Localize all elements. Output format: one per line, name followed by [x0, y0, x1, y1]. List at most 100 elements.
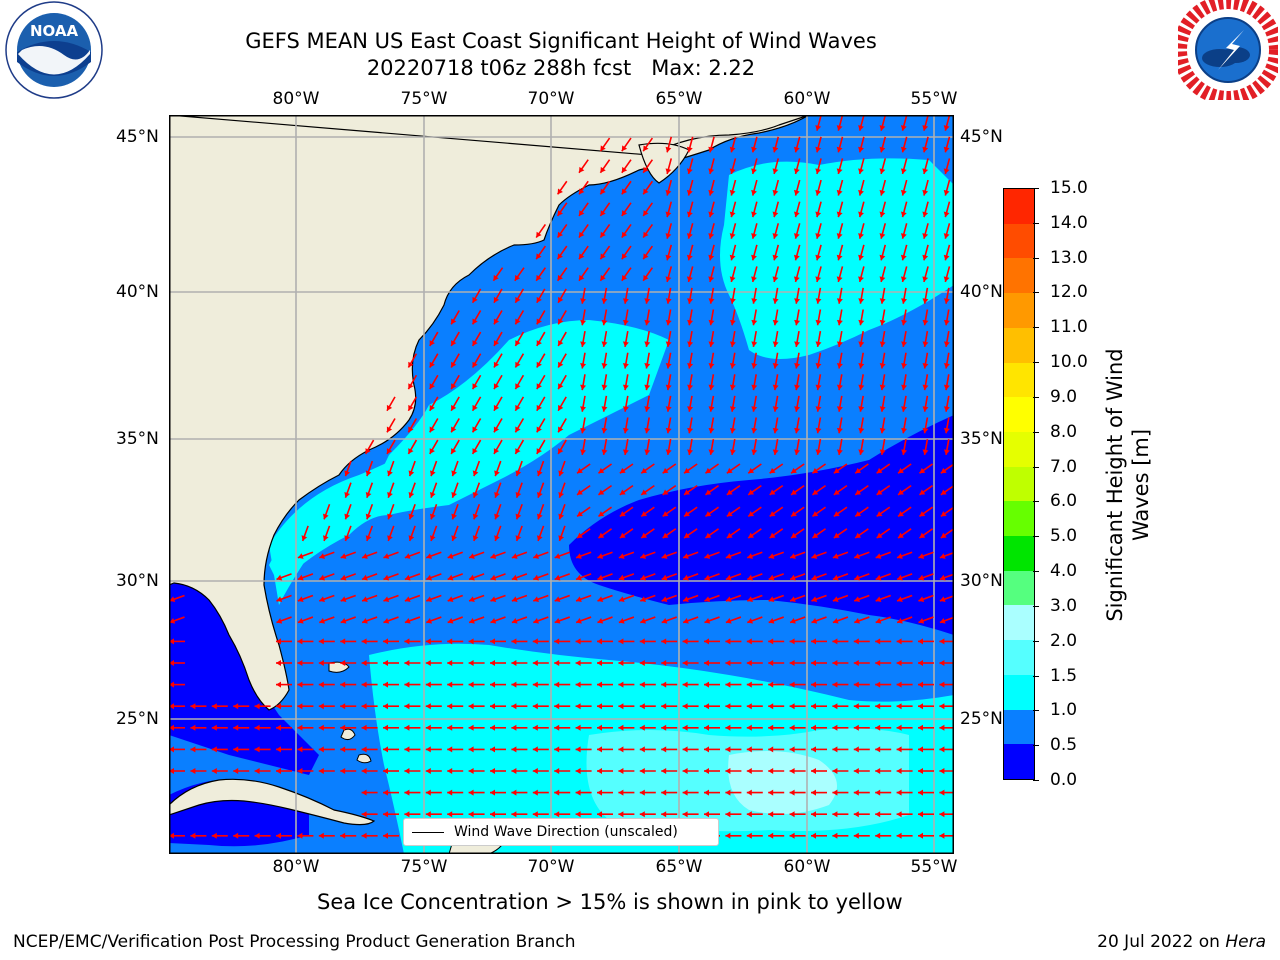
wind-arrow-head: [447, 618, 454, 624]
wind-arrow-head: [536, 426, 542, 433]
wind-arrow-head: [747, 574, 754, 581]
wind-arrow-head: [748, 467, 755, 474]
wind-arrow-head: [533, 596, 540, 603]
wind-arrow-head: [639, 703, 645, 710]
wind-arrow-head: [493, 361, 500, 368]
wind-arrow-head: [469, 574, 475, 581]
wind-arrow-head: [494, 513, 500, 520]
wind-arrow-head: [879, 168, 886, 174]
wind-arrow-head: [726, 489, 733, 495]
wind-arrow-head: [472, 383, 478, 390]
wind-arrow-head: [383, 681, 388, 688]
wind-arrow-head: [425, 724, 431, 731]
wind-arrow-head: [514, 274, 521, 281]
wind-arrow-head: [815, 341, 822, 347]
wind-arrow-head: [344, 491, 350, 498]
wind-arrow-head: [665, 146, 672, 153]
wind-arrow-head: [254, 768, 260, 774]
wind-arrow-head: [297, 596, 304, 603]
wind-arrow-head: [622, 319, 629, 326]
wind-arrow-head: [896, 789, 902, 796]
wind-arrow-head: [211, 768, 217, 774]
wind-arrow-head: [451, 535, 457, 541]
lon-label-top-60w: 60°W: [783, 89, 831, 109]
wind-arrow-head: [708, 363, 715, 369]
wind-arrow-head: [665, 276, 672, 282]
wind-arrow-head: [661, 638, 667, 645]
colorbar-ticks: 15.0 14.0 13.0 12.0 11.0 10.0 9.0 8.0 7.0 6.0 5.0 4…: [1033, 178, 1106, 790]
wind-arrow-head: [682, 703, 688, 710]
wind-arrow-head: [383, 574, 390, 581]
wind-arrow-head: [515, 491, 522, 498]
wind-arrow-head: [621, 188, 628, 195]
wind-arrow-head: [468, 660, 474, 666]
wind-arrow-head: [598, 532, 605, 538]
wind-arrow-head: [515, 383, 521, 390]
wind-arrow-head: [532, 681, 538, 688]
wind-arrow-head: [683, 596, 689, 603]
wind-arrow-head: [643, 274, 649, 281]
wind-arrow-head: [557, 274, 563, 281]
wind-arrow-head: [429, 448, 435, 454]
wind-arrow-head: [536, 513, 543, 520]
wind-arrow-head: [726, 532, 733, 538]
wind-arrow-head: [511, 703, 517, 710]
wind-arrow-head: [875, 660, 881, 666]
wind-arrow-head: [836, 146, 843, 153]
footer-left: NCEP/EMC/Verification Post Processing Pr…: [13, 932, 576, 952]
lon-label-bottom-65w: 65°W: [655, 857, 703, 877]
wind-arrow-head: [815, 189, 822, 196]
wind-arrow-head: [836, 189, 843, 196]
wind-arrow-head: [426, 618, 433, 624]
wind-arrow-head: [811, 724, 816, 731]
wind-arrow-head: [858, 298, 865, 304]
wind-arrow-head: [705, 489, 712, 495]
wind-arrow-head: [918, 618, 925, 624]
wind-arrow-head: [794, 363, 801, 369]
wind-arrow-head: [708, 384, 715, 391]
wind-arrow-head: [254, 746, 260, 753]
wind-arrow-head: [922, 427, 929, 434]
wind-arrow-head: [919, 511, 926, 517]
nws-logo: [1173, 0, 1280, 105]
wind-arrow-head: [387, 470, 393, 477]
wind-arrow-head: [425, 660, 431, 666]
wind-arrow-head: [472, 470, 479, 477]
wind-arrow-head: [169, 660, 174, 666]
wind-arrow-head: [729, 449, 736, 455]
ocean-band-0.0-0.5-west: [169, 580, 319, 775]
wind-arrow-head: [939, 618, 946, 624]
wind-arrow-head: [815, 427, 822, 434]
wind-arrow-head: [665, 254, 672, 261]
wind-arrow-head: [768, 660, 774, 666]
wind-arrow-head: [383, 618, 390, 624]
wind-arrow-head: [858, 427, 865, 434]
wind-arrow-head: [621, 210, 628, 216]
wind-arrow-head: [361, 660, 367, 666]
wind-arrow-head: [536, 491, 543, 498]
wind-arrow-head: [790, 574, 796, 581]
wind-arrow-head: [621, 274, 628, 281]
wind-arrow-head: [729, 406, 736, 412]
ocean-band-1.0-1.5-gulfstream: [269, 375, 529, 605]
wind-arrow-head: [922, 146, 929, 153]
wind-arrow-head: [383, 768, 388, 774]
lat-label-left-40n: 40°N: [116, 282, 159, 302]
wind-arrow-head: [922, 319, 929, 326]
wind-arrow-head: [768, 618, 775, 624]
wind-arrow-head: [597, 618, 604, 624]
wind-arrow-head: [875, 832, 881, 839]
wind-arrow-head: [383, 724, 388, 731]
wind-arrow-head: [169, 746, 174, 753]
wind-arrow-head: [511, 681, 517, 688]
wind-arrow-head: [661, 768, 667, 774]
wind-arrow-head: [576, 596, 582, 603]
wind-arrow-head: [575, 789, 581, 796]
wind-arrow-head: [708, 341, 715, 347]
wind-arrow-head: [600, 231, 606, 238]
wind-arrow-head: [896, 768, 902, 774]
wind-arrow-head: [751, 406, 758, 412]
wind-arrow-head: [832, 553, 839, 559]
wind-arrow-head: [901, 363, 908, 369]
wind-arrow-head: [768, 746, 774, 753]
